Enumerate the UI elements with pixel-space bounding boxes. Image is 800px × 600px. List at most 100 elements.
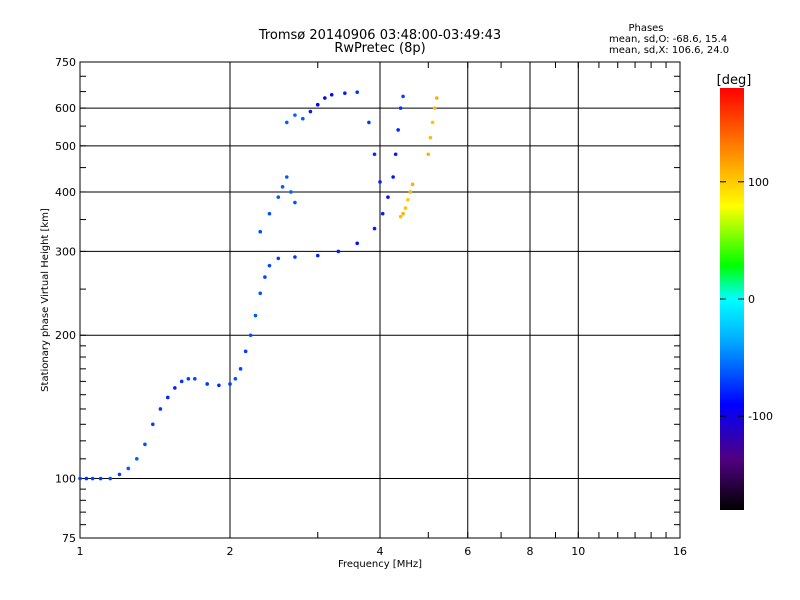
x-tick-label: 4 [377, 545, 384, 558]
data-point [238, 367, 243, 371]
data-point [179, 379, 184, 384]
data-point [134, 457, 139, 461]
data-point [323, 96, 327, 100]
y-tick-label: 400 [55, 186, 76, 199]
minor-ticks [79, 61, 681, 538]
data-point [78, 476, 82, 481]
data-point [391, 175, 395, 179]
y-tick-label: 100 [55, 473, 76, 486]
x-tick-label: 8 [527, 545, 534, 558]
x-tick-label: 2 [227, 545, 234, 558]
data-point [401, 94, 405, 99]
data-point [276, 195, 281, 199]
data-point [410, 182, 415, 187]
data-point [386, 195, 390, 199]
data-point [258, 229, 263, 234]
data-point [173, 386, 177, 390]
data-point [205, 382, 209, 386]
plot-area: 1 2 4 6 8 10 16 75 100 200 300 400 500 600 750 [55, 56, 687, 558]
data-point [84, 476, 89, 481]
x-tick-labels: 1 2 4 6 8 10 16 [77, 545, 688, 558]
phases-line-o: mean, sd,O: -68.6, 15.4 [609, 34, 727, 45]
y-tick-label: 600 [55, 102, 76, 115]
data-point [284, 175, 289, 179]
y-tick-labels: 75 100 200 300 400 500 600 750 [55, 56, 76, 545]
data-point [98, 476, 103, 481]
data-point [372, 226, 377, 231]
chart-subtitle: RwPretec (8p) [334, 41, 425, 56]
y-tick-label: 300 [55, 245, 76, 258]
data-point [126, 466, 131, 471]
data-point [253, 313, 258, 318]
data-point [315, 102, 320, 107]
data-point [401, 211, 405, 216]
colorbar-ticks: 100 0 -100 [720, 176, 773, 423]
data-point [248, 333, 253, 338]
data-point [217, 383, 221, 388]
data-point [380, 211, 385, 216]
data-point [393, 152, 398, 157]
y-tick-label: 75 [62, 532, 76, 545]
x-tick-label: 16 [673, 545, 687, 558]
x-axis-label: Frequency [MHz] [338, 559, 422, 570]
data-point [108, 476, 113, 481]
data-point [151, 422, 155, 427]
x-tick-label: 6 [464, 545, 471, 558]
y-tick-label: 200 [55, 329, 76, 342]
data-point [403, 206, 408, 210]
data-point [243, 349, 248, 354]
phases-line-x: mean, sd,X: 106.6, 24.0 [609, 45, 729, 56]
data-point [143, 442, 147, 447]
data-point [336, 249, 341, 254]
colorbar-tick-label: -100 [748, 410, 773, 423]
y-tick-label: 500 [55, 140, 76, 153]
data-point [293, 255, 297, 259]
grid-lines [80, 62, 680, 538]
data-point [276, 256, 281, 261]
data-point [263, 275, 267, 279]
data-point [293, 200, 297, 205]
data-point [308, 109, 313, 114]
data-point [398, 214, 403, 219]
data-point [434, 96, 439, 100]
data-point [406, 198, 410, 202]
data-point [355, 90, 359, 95]
data-point [258, 291, 263, 296]
data-point [165, 395, 170, 400]
data-point [267, 211, 272, 216]
phases-heading: Phases [628, 23, 663, 34]
data-point [228, 382, 232, 386]
data-point [398, 106, 403, 110]
data-point [329, 92, 334, 97]
data-point [233, 377, 238, 381]
data-point [90, 476, 95, 481]
data-point [343, 91, 347, 95]
data-point [378, 180, 382, 184]
y-axis-label: Stationary phase Virtual Height [km] [40, 208, 51, 392]
chart-title: Tromsø 20140906 03:48:00-03:49:43 [258, 28, 501, 43]
data-point [372, 152, 377, 157]
data-point [293, 113, 297, 117]
data-point [428, 135, 433, 140]
data-point [430, 120, 435, 125]
colorbar-tick-label: 0 [748, 293, 755, 306]
x-tick-label: 1 [77, 545, 84, 558]
data-point [117, 472, 122, 477]
data-point [408, 190, 413, 194]
data-point [315, 253, 320, 258]
data-point [396, 128, 400, 132]
data-point [284, 120, 289, 125]
data-point [289, 190, 293, 194]
data-point [355, 241, 359, 246]
y-tick-label: 750 [55, 56, 76, 69]
data-points [78, 90, 439, 481]
data-point [158, 407, 163, 411]
x-tick-label: 10 [571, 545, 585, 558]
data-point [301, 116, 305, 121]
data-point [367, 120, 371, 125]
colorbar: [deg] 100 0 -100 [717, 73, 773, 510]
data-point [267, 263, 272, 268]
data-point [426, 152, 431, 157]
colorbar-label: [deg] [717, 73, 752, 88]
